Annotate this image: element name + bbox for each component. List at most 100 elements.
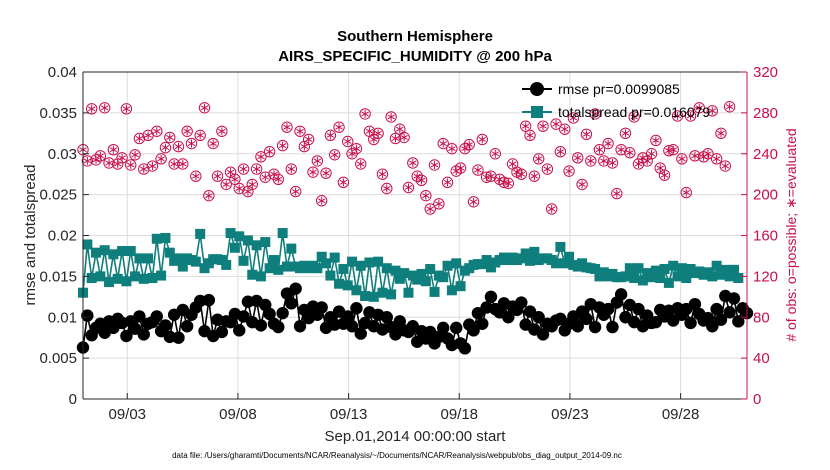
obs-possible-point <box>593 143 606 156</box>
obs-possible-point <box>342 135 354 148</box>
asterisk-stroke <box>161 145 170 151</box>
totalspread-point <box>707 271 718 282</box>
obs-evaluated-point <box>656 164 664 173</box>
obs-possible-point <box>589 108 601 120</box>
obs-evaluated-point <box>348 149 356 158</box>
obs-possible-point <box>684 110 697 122</box>
asterisk-stroke <box>248 181 256 187</box>
totalspread-point <box>247 269 258 280</box>
obs-possible-point <box>437 137 449 150</box>
y-tick-label-left: 0.005 <box>39 350 77 367</box>
asterisk-stroke <box>135 135 144 141</box>
obs-possible-point <box>90 154 102 166</box>
asterisk-stroke <box>504 180 513 186</box>
totalspread-point <box>381 263 392 274</box>
obs-evaluated-point <box>357 159 365 168</box>
asterisk-stroke <box>426 206 434 212</box>
obs-evaluated-point <box>534 154 543 163</box>
obs-possible-point <box>628 111 640 123</box>
asterisk-stroke <box>574 155 582 161</box>
totalspread-point <box>338 264 349 275</box>
obs-possible-point <box>311 155 324 167</box>
asterisk-stroke <box>678 156 686 162</box>
obs-possible-point <box>598 155 610 167</box>
y-tick-label-right: 0 <box>753 391 761 408</box>
asterisk-stroke <box>422 193 430 199</box>
asterisk-stroke <box>287 166 296 172</box>
totalspread-point <box>416 268 427 279</box>
asterisk-stroke <box>469 199 478 205</box>
obs-possible-point <box>702 148 714 160</box>
totalspread-point <box>412 274 423 285</box>
asterisk-stroke <box>543 166 552 172</box>
obs-possible-point <box>146 160 159 172</box>
obs-evaluated-point <box>92 155 100 164</box>
asterisk-stroke <box>500 179 508 185</box>
obs-evaluated-point <box>600 156 608 165</box>
obs-evaluated-point <box>274 175 283 184</box>
totalspread-point <box>151 233 162 244</box>
totalspread-point <box>442 260 453 271</box>
totalspread-point <box>386 289 397 300</box>
obs-evaluated-point <box>504 179 513 188</box>
obs-evaluated-point <box>174 142 183 151</box>
asterisk-stroke <box>174 144 183 150</box>
rmse-point <box>345 320 359 333</box>
asterisk-stroke <box>196 132 204 138</box>
obs-possible-point <box>98 102 111 114</box>
obs-possible-point <box>572 152 584 164</box>
obs-evaluated-point <box>426 204 434 213</box>
y-tick-label-right: 40 <box>753 350 770 367</box>
obs-possible-point <box>103 157 115 169</box>
obs-possible-point <box>459 142 471 155</box>
obs-evaluated-point <box>413 172 421 181</box>
obs-evaluated-point <box>87 104 96 113</box>
x-tick-label: 09/13 <box>330 406 368 423</box>
obs-evaluated-point <box>330 150 339 159</box>
obs-evaluated-point <box>691 151 699 160</box>
obs-possible-point <box>563 165 575 177</box>
totalspread-point <box>529 246 540 257</box>
obs-possible-point <box>632 158 645 170</box>
obs-evaluated-point <box>287 165 296 174</box>
asterisk-stroke <box>582 131 591 137</box>
totalspread-point <box>329 252 340 263</box>
asterisk-stroke <box>521 123 530 129</box>
totalspread-point <box>590 264 601 275</box>
rmse-point <box>341 310 354 323</box>
obs-evaluated-point <box>200 103 209 112</box>
rmse-point <box>354 327 367 340</box>
obs-evaluated-point <box>595 145 604 154</box>
obs-possible-point <box>381 182 393 195</box>
obs-possible-point <box>164 131 176 144</box>
obs-possible-point <box>528 170 541 182</box>
obs-evaluated-point <box>574 153 582 162</box>
y-tick-label-left: 0.025 <box>39 187 77 204</box>
obs-possible-point <box>185 137 198 150</box>
totalspread-point <box>399 268 410 279</box>
totalspread-point <box>481 255 492 266</box>
obs-evaluated-point <box>270 170 278 179</box>
y-tick-label-left: 0.02 <box>48 228 77 245</box>
totalspread-point <box>164 247 175 258</box>
obs-possible-point <box>133 132 146 145</box>
obs-evaluated-point <box>560 125 569 134</box>
totalspread-point <box>672 271 683 282</box>
asterisk-stroke <box>517 171 526 177</box>
asterisk-stroke <box>461 146 469 152</box>
totalspread-point <box>281 261 292 272</box>
obs-evaluated-point <box>704 149 712 158</box>
totalspread-point <box>676 263 687 274</box>
obs-evaluated-point <box>695 103 703 112</box>
obs-evaluated-point <box>469 197 478 206</box>
obs-evaluated-point <box>439 139 447 148</box>
obs-evaluated-point <box>617 145 625 154</box>
obs-evaluated-point <box>508 159 517 168</box>
obs-evaluated-point <box>409 158 417 167</box>
obs-possible-point <box>524 129 536 142</box>
obs-possible-point <box>190 170 202 182</box>
totalspread-point <box>520 248 531 259</box>
asterisk-stroke <box>313 158 322 164</box>
obs-possible-point <box>463 138 475 151</box>
rmse-point <box>133 310 146 323</box>
